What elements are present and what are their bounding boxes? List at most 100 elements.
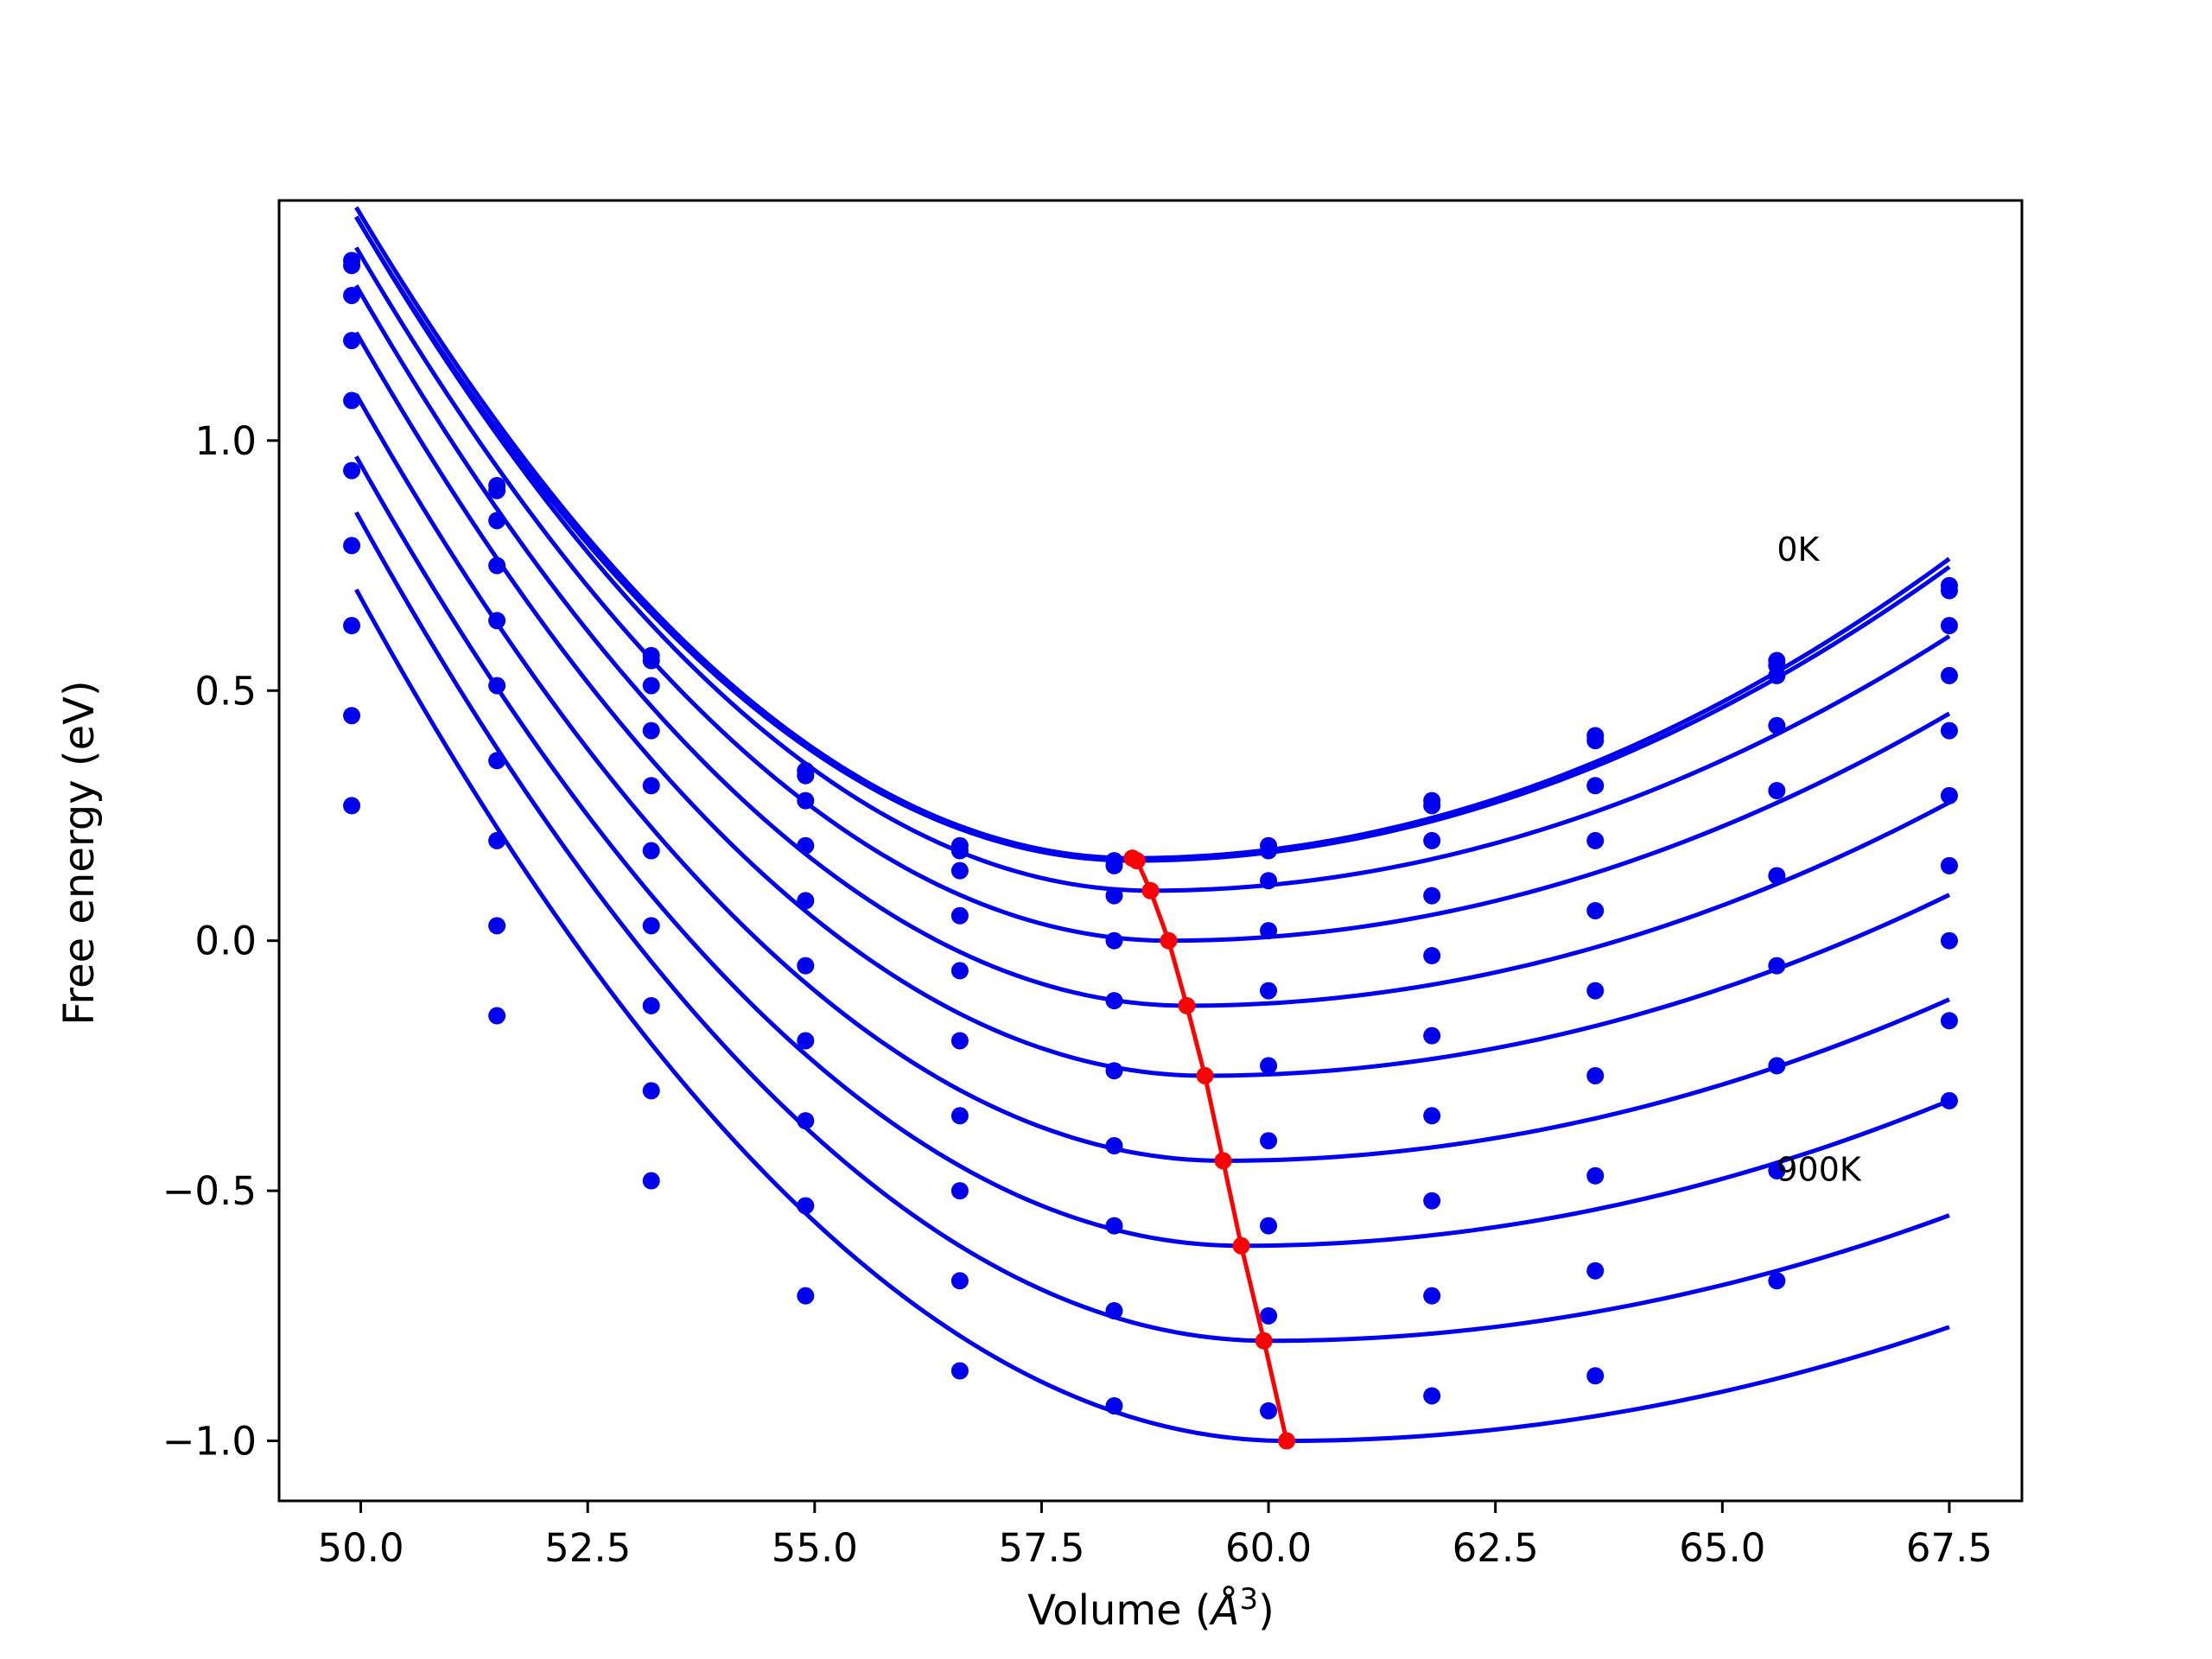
ticks: 50.0 52.5 55.0 57.5 60.0 62.5 65.0 67.5 −1.0 −0.5…: [162, 418, 1993, 1571]
minimum-point-3: [1141, 881, 1160, 899]
data-point-s9-p11: [1940, 1012, 1958, 1030]
data-point-s6-p9: [1586, 982, 1605, 1000]
x-tick-label-4: 57.5: [998, 1525, 1084, 1571]
data-point-s6-p5: [950, 1032, 969, 1050]
data-point-s9-p9: [1586, 1262, 1605, 1280]
data-point-s3-p3: [642, 677, 660, 695]
data-point-s6-p7: [1260, 1057, 1278, 1075]
data-point-s8-p6: [1105, 1217, 1123, 1235]
data-point-s5-p9: [1586, 901, 1605, 919]
data-point-s10-p4: [797, 1287, 815, 1305]
x-axis-label: Volume (Å3): [1027, 1582, 1274, 1635]
data-point-s10-p2: [488, 1007, 506, 1025]
data-point-s8-p4: [797, 1112, 815, 1130]
fit-curve-9: [354, 511, 1950, 1344]
data-point-s7-p3: [642, 917, 660, 935]
data-point-s3-p4: [797, 791, 815, 810]
fit-curve-2: [354, 216, 1951, 863]
data-point-s4-p5: [950, 906, 969, 925]
data-point-s6-p8: [1423, 1027, 1441, 1045]
x-tick-label-3: 55.0: [772, 1525, 858, 1571]
data-point-s7-p9: [1586, 1066, 1605, 1084]
data-point-s6-p2: [488, 677, 506, 695]
data-point-s10-p8: [1423, 1387, 1441, 1405]
data-point-s10-p1: [343, 797, 361, 815]
data-point-s5-p10: [1768, 782, 1786, 800]
minimum-point-2: [1128, 852, 1146, 870]
data-point-s4-p9: [1586, 831, 1605, 849]
x-tick-label-8: 67.5: [1906, 1525, 1993, 1571]
data-point-s8-p8: [1423, 1192, 1441, 1210]
minimum-path: [1123, 849, 1296, 1450]
y-tick-label-3: 0.0: [194, 918, 257, 964]
data-point-s7-p8: [1423, 1107, 1441, 1125]
annotation-900k: 900K: [1777, 1151, 1862, 1189]
data-point-s8-p11: [1940, 931, 1958, 950]
data-point-s3-p9: [1586, 777, 1605, 795]
minimum-point-6: [1196, 1066, 1214, 1084]
plot-frame: [277, 199, 2024, 1503]
data-point-s5-p4: [797, 892, 815, 910]
data-point-s5-p5: [950, 962, 969, 980]
fitted-curves: [354, 206, 1951, 1444]
data-point-s6-p6: [1105, 1062, 1123, 1080]
minimum-point-5: [1178, 996, 1196, 1014]
data-point-s4-p8: [1423, 887, 1441, 905]
data-point-s4-p10: [1768, 716, 1786, 734]
annotation-0k: 0K: [1777, 531, 1820, 569]
data-point-s10-p11: [1940, 1091, 1958, 1109]
data-point-s10-p6: [1105, 1397, 1123, 1415]
data-point-s6-p11: [1940, 786, 1958, 804]
x-tick-label-7: 65.0: [1679, 1525, 1765, 1571]
data-point-s10-p10: [1768, 1272, 1786, 1290]
minimum-point-9: [1255, 1332, 1273, 1350]
data-point-s10-p5: [950, 1362, 969, 1380]
fit-curve-7: [354, 393, 1950, 1163]
data-point-s7-p1: [343, 537, 361, 555]
data-point-s5-p2: [488, 612, 506, 630]
minimum-path-line: [1131, 855, 1289, 1442]
x-tick-label-2: 52.5: [544, 1525, 631, 1571]
data-point-s6-p3: [642, 842, 660, 860]
data-point-s9-p3: [642, 1082, 660, 1100]
data-point-s3-p6: [1105, 887, 1123, 905]
fit-curve-8: [354, 455, 1950, 1249]
data-point-s2-p7: [1260, 842, 1278, 860]
data-point-s9-p5: [950, 1272, 969, 1290]
data-point-s7-p10: [1768, 957, 1786, 975]
data-point-s3-p7: [1260, 872, 1278, 890]
data-point-s5-p6: [1105, 992, 1123, 1010]
data-point-s5-p3: [642, 777, 660, 795]
data-point-s3-p10: [1768, 666, 1786, 684]
data-point-s4-p4: [797, 836, 815, 855]
y-axis-label: Free energy (eV): [55, 680, 104, 1025]
data-point-s2-p1: [343, 257, 361, 275]
y-tick-label-2: −0.5: [162, 1168, 257, 1214]
data-point-s2-p5: [950, 842, 969, 860]
axes: [277, 199, 2024, 1503]
data-point-s6-p10: [1768, 867, 1786, 885]
fit-curve-5: [354, 284, 1951, 1008]
data-point-s8-p9: [1586, 1166, 1605, 1185]
data-point-s6-p1: [343, 461, 361, 480]
data-point-s5-p1: [343, 391, 361, 410]
data-point-s3-p11: [1940, 617, 1958, 635]
data-point-s7-p4: [797, 1032, 815, 1050]
data-point-s8-p10: [1768, 1057, 1786, 1075]
data-point-s7-p2: [488, 752, 506, 770]
y-tick-label-4: 0.5: [194, 668, 257, 714]
data-point-s4-p7: [1260, 922, 1278, 940]
data-point-s2-p9: [1586, 732, 1605, 750]
fit-curve-4: [354, 246, 1951, 944]
data-point-s3-p2: [488, 512, 506, 530]
data-point-s10-p7: [1260, 1402, 1278, 1420]
data-point-s10-p9: [1586, 1367, 1605, 1385]
data-point-s9-p10: [1768, 1161, 1786, 1179]
data-point-s6-p4: [797, 957, 815, 975]
fit-curve-6: [354, 331, 1951, 1078]
data-point-s9-p4: [797, 1197, 815, 1215]
data-point-s8-p3: [642, 996, 660, 1014]
data-point-s2-p11: [1940, 582, 1958, 600]
data-point-s4-p2: [488, 556, 506, 575]
